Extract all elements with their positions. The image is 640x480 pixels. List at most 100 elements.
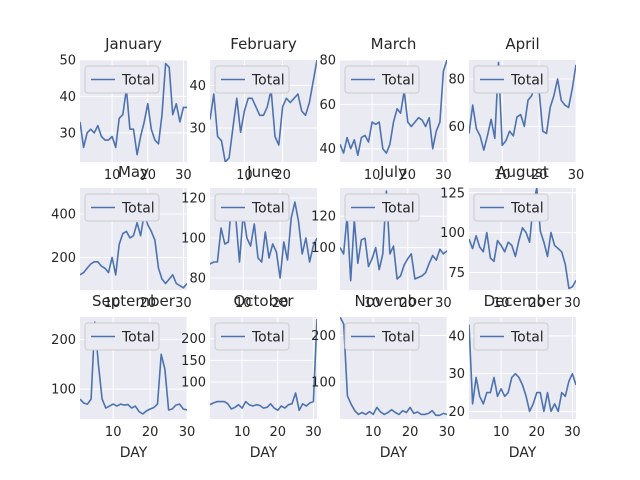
y-tick-label: 200 — [51, 251, 76, 266]
y-tick-label: 40 — [59, 90, 76, 105]
legend-frame — [473, 193, 549, 222]
panel-title: September — [92, 292, 176, 310]
series-line-total — [340, 317, 447, 417]
series-line-total — [210, 60, 317, 162]
legend-label: Total — [121, 73, 155, 89]
x-tick-label: 10 — [105, 425, 122, 440]
y-tick-label: 75 — [448, 266, 465, 281]
x-tick-label: 20 — [142, 425, 159, 440]
x-tick-label: 30 — [564, 425, 581, 440]
x-tick-label: 20 — [399, 168, 416, 183]
y-tick-label: 30 — [59, 126, 76, 141]
legend-label: Total — [510, 330, 544, 346]
y-tick-label: 30 — [448, 367, 465, 382]
x-tick-label: 30 — [305, 425, 322, 440]
y-tick-label: 40 — [319, 142, 336, 157]
series-line-total — [80, 62, 187, 156]
series-line-total — [210, 319, 317, 412]
legend: Total — [84, 193, 160, 222]
series-line-total — [469, 61, 576, 151]
y-tick-label: 100 — [440, 226, 465, 241]
legend: Total — [344, 322, 420, 351]
panel-august: Total 10 20 30 75 100 125 August — [440, 163, 581, 311]
panel-title: February — [230, 35, 297, 53]
panel-march: Total 10 20 30 40 60 80 March — [319, 35, 451, 183]
x-tick-label: 10 — [493, 296, 510, 311]
legend-frame — [84, 65, 160, 94]
legend-frame — [84, 193, 160, 222]
panel-title: August — [496, 163, 549, 181]
series-line-total — [340, 190, 447, 282]
x-tick-label: 20 — [528, 425, 545, 440]
y-tick-label: 125 — [440, 186, 465, 201]
x-tick-label: 10 — [104, 296, 121, 311]
y-tick-label: 50 — [59, 54, 76, 69]
legend-label: Total — [381, 330, 415, 346]
legend-label: Total — [251, 201, 285, 217]
series-line-total — [469, 324, 576, 413]
y-tick-label: 80 — [448, 72, 465, 87]
y-tick-label: 100 — [311, 241, 336, 256]
x-tick-label: 30 — [439, 425, 456, 440]
legend-label: Total — [251, 330, 285, 346]
y-tick-label: 60 — [448, 120, 465, 135]
legend: Total — [473, 65, 549, 94]
x-tick-label: 30 — [564, 296, 581, 311]
y-tick-label: 100 — [181, 232, 206, 247]
legend: Total — [344, 193, 420, 222]
x-tick-label: 20 — [402, 425, 419, 440]
x-axis-label: DAY — [250, 445, 278, 461]
panel-title: November — [354, 292, 433, 310]
y-tick-label: 30 — [189, 122, 206, 137]
x-tick-label: 30 — [435, 296, 452, 311]
panel-title: July — [379, 163, 407, 181]
legend-frame — [214, 322, 290, 351]
legend-label: Total — [510, 201, 544, 217]
legend: Total — [344, 65, 420, 94]
legend-frame — [214, 193, 290, 222]
panel-title: April — [505, 35, 539, 53]
x-tick-label: 20 — [272, 296, 289, 311]
legend-label: Total — [381, 201, 415, 217]
x-tick-label: 10 — [364, 296, 381, 311]
legend-frame — [344, 322, 420, 351]
series-line-total — [340, 60, 447, 157]
x-tick-label: 20 — [274, 168, 291, 183]
panel-title: March — [371, 35, 417, 53]
x-tick-label: 10 — [494, 168, 511, 183]
legend-frame — [344, 193, 420, 222]
y-tick-label: 20 — [448, 405, 465, 420]
legend: Total — [214, 322, 290, 351]
x-tick-label: 10 — [235, 296, 252, 311]
x-tick-label: 20 — [399, 296, 416, 311]
legend: Total — [84, 65, 160, 94]
y-tick-label: 150 — [181, 354, 206, 369]
x-tick-label: 10 — [364, 168, 381, 183]
legend-frame — [473, 65, 549, 94]
panel-may: Total 10 20 30 200 400 May — [51, 163, 192, 311]
legend-frame — [344, 65, 420, 94]
legend-label: Total — [121, 201, 155, 217]
legend: Total — [84, 322, 160, 351]
panel-title: October — [233, 292, 294, 310]
series-line-total — [80, 321, 187, 415]
panel-april: Total 10 20 30 60 80 April — [448, 35, 584, 183]
y-tick-label: 100 — [311, 375, 336, 390]
panel-november: Total 10 20 30 100 200 November DAY — [311, 292, 455, 461]
y-tick-label: 80 — [189, 272, 206, 287]
x-tick-label: 10 — [365, 425, 382, 440]
panel-september: Total 10 20 30 100 200 September DAY — [51, 292, 195, 461]
y-tick-label: 400 — [51, 208, 76, 223]
y-tick-label: 100 — [51, 383, 76, 398]
legend-frame — [84, 322, 160, 351]
y-tick-label: 120 — [311, 210, 336, 225]
legend-label: Total — [510, 73, 544, 89]
panel-february: Total 10 20 30 40 February — [189, 35, 317, 183]
y-tick-label: 200 — [51, 333, 76, 348]
y-tick-label: 60 — [319, 98, 336, 113]
y-tick-label: 200 — [181, 332, 206, 347]
y-tick-label: 200 — [311, 329, 336, 344]
legend-label: Total — [381, 73, 415, 89]
panel-title: June — [246, 163, 280, 181]
